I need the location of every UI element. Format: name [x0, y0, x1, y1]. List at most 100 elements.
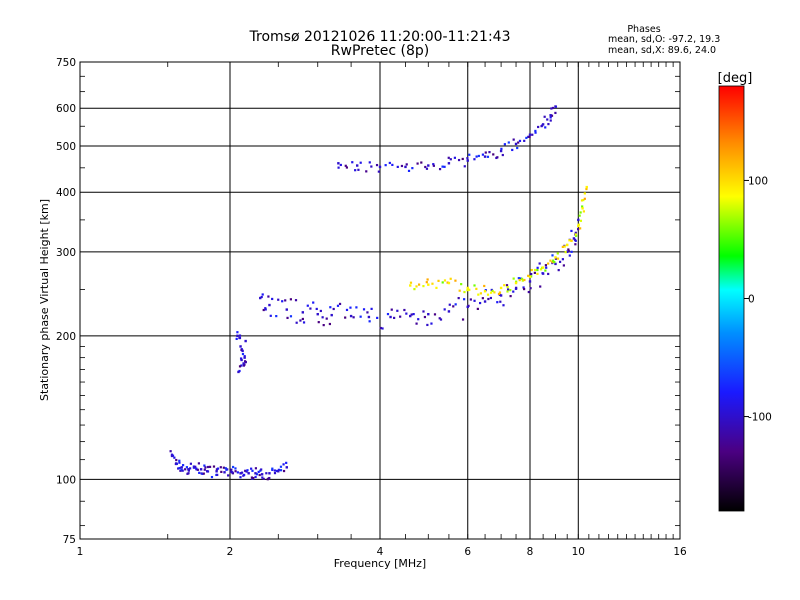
- data-point: [265, 472, 268, 475]
- data-points: [169, 105, 588, 481]
- data-point: [203, 468, 206, 471]
- data-point: [549, 116, 552, 119]
- data-point: [544, 264, 548, 267]
- data-point: [261, 476, 264, 479]
- data-point: [506, 286, 509, 289]
- data-point: [492, 153, 495, 156]
- data-point: [415, 322, 418, 325]
- data-point: [240, 364, 243, 367]
- data-point: [463, 165, 466, 168]
- series-point: [514, 281, 518, 285]
- data-point: [540, 124, 544, 127]
- data-point: [561, 245, 564, 248]
- data-point: [362, 308, 366, 311]
- series-point: [554, 256, 557, 259]
- series-point: [349, 314, 353, 318]
- data-point: [189, 462, 193, 465]
- chart-title: Tromsø 20121026 11:20:00-11:21:43: [249, 29, 511, 45]
- y-tick-label: 750: [56, 57, 76, 69]
- data-point: [332, 307, 335, 311]
- stats-x-mode: mean, sd,X: 89.6, 24.0: [608, 45, 716, 56]
- data-point: [534, 268, 537, 272]
- data-point: [208, 465, 212, 468]
- data-point: [439, 318, 443, 321]
- y-tick-label: 200: [56, 331, 76, 343]
- data-point: [236, 471, 239, 474]
- data-point: [461, 157, 464, 161]
- data-point: [239, 357, 243, 360]
- data-point: [475, 287, 478, 290]
- colorbar-label: [deg]: [718, 71, 753, 86]
- data-point: [251, 469, 254, 472]
- data-point: [204, 466, 207, 469]
- data-point: [359, 161, 362, 164]
- series-point: [254, 472, 257, 475]
- data-point: [458, 289, 461, 292]
- data-point: [279, 469, 283, 472]
- data-point: [413, 288, 416, 291]
- data-point: [554, 257, 558, 260]
- data-point: [484, 151, 487, 154]
- data-point: [585, 187, 588, 191]
- x-tick-label: 16: [673, 546, 687, 558]
- data-point: [275, 314, 278, 318]
- data-point: [583, 197, 586, 200]
- x-tick-label: 2: [227, 546, 234, 558]
- data-point: [295, 321, 298, 324]
- series-point: [242, 362, 245, 365]
- data-point: [375, 163, 379, 167]
- series-point: [241, 349, 244, 353]
- data-point: [425, 167, 429, 170]
- data-point: [239, 476, 242, 479]
- data-point: [271, 468, 274, 471]
- data-point: [244, 469, 247, 472]
- data-point: [396, 309, 399, 312]
- data-point: [245, 470, 248, 473]
- data-point: [299, 319, 302, 322]
- data-point: [415, 285, 418, 288]
- series-point: [541, 272, 545, 275]
- series-point: [240, 358, 243, 362]
- series-point: [483, 290, 487, 293]
- data-point: [441, 165, 444, 168]
- stats-title: Phases: [627, 24, 660, 35]
- data-point: [511, 148, 514, 152]
- data-point: [457, 296, 460, 300]
- data-point: [577, 223, 581, 226]
- data-point: [497, 292, 501, 296]
- data-point: [220, 470, 223, 473]
- data-point: [351, 161, 354, 164]
- data-point: [443, 308, 446, 311]
- data-point: [523, 287, 526, 291]
- data-point: [554, 111, 557, 115]
- data-point: [390, 308, 393, 311]
- data-point: [391, 163, 394, 167]
- data-point: [187, 469, 190, 472]
- series-point: [215, 470, 218, 473]
- series-point: [447, 310, 451, 313]
- data-point: [184, 468, 187, 471]
- data-point: [517, 277, 520, 280]
- data-point: [234, 467, 237, 470]
- data-point: [574, 243, 577, 246]
- data-point: [238, 334, 242, 337]
- series-point: [581, 207, 584, 210]
- data-point: [579, 211, 582, 214]
- data-point: [550, 107, 553, 110]
- data-point: [189, 467, 192, 470]
- data-point: [579, 219, 583, 222]
- series-point: [180, 466, 183, 469]
- data-point: [365, 170, 368, 173]
- data-point: [420, 161, 423, 164]
- data-point: [202, 472, 205, 475]
- data-point: [564, 251, 567, 254]
- data-point: [544, 126, 547, 129]
- data-point: [499, 300, 502, 303]
- data-point: [448, 303, 451, 306]
- series-point: [238, 336, 241, 340]
- data-point: [289, 315, 293, 318]
- data-point: [583, 192, 586, 195]
- data-point: [393, 316, 396, 320]
- data-point: [370, 165, 373, 168]
